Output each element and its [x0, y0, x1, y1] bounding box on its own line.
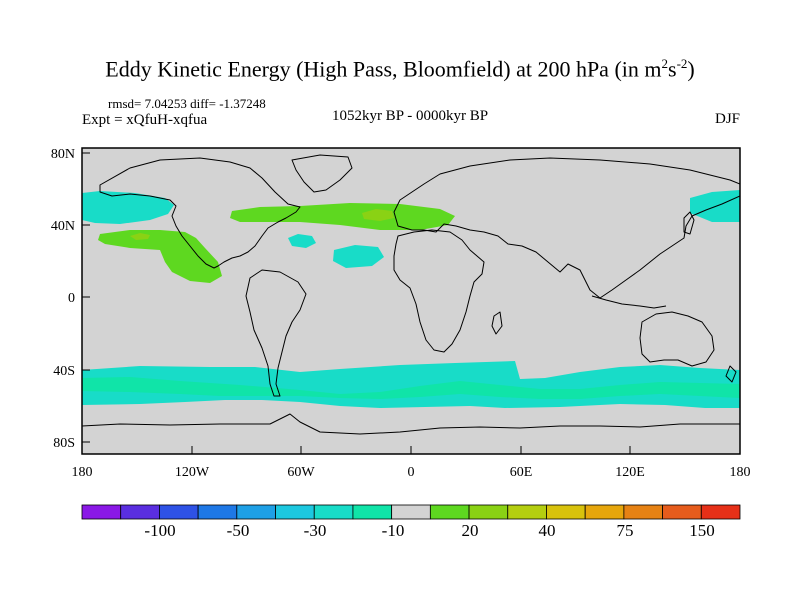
colorbar-swatch [352, 504, 393, 520]
colorbar-swatch [313, 504, 354, 520]
anomaly-region [362, 209, 394, 221]
colorbar-label: -100 [144, 521, 175, 540]
colorbar-label: 40 [539, 521, 556, 540]
colorbar-swatch [120, 504, 160, 520]
colorbar-swatch [700, 504, 741, 520]
lon-label: 0 [408, 465, 415, 480]
anomaly-region [690, 190, 740, 222]
lat-label: 40S [53, 364, 75, 379]
coastline-eurasia [393, 157, 740, 299]
colorbar-swatch [275, 504, 315, 520]
coastline-indonesia [591, 295, 667, 309]
coastline-japan [683, 211, 695, 235]
lon-labels: 180 120W 60W 0 60E 120E 180 [72, 465, 751, 480]
plot-title: Eddy Kinetic Energy (High Pass, Bloomfie… [105, 56, 695, 82]
coastline-africa [393, 229, 485, 353]
colorbar-label: -50 [227, 521, 250, 540]
stats-text: rmsd= 7.04253 diff= -1.37248 [108, 96, 266, 111]
colorbar-swatch [468, 504, 509, 520]
coastlines [82, 154, 740, 435]
lat-label: 80S [53, 436, 75, 451]
coastline-madagascar [491, 311, 503, 335]
anomaly-region [130, 233, 150, 240]
coastline-new-zealand [725, 365, 737, 383]
colorbar-swatch [623, 504, 663, 520]
coastline-greenland [291, 154, 353, 193]
period-label: 1052kyr BP - 0000kyr BP [331, 108, 489, 124]
colorbar-swatch [236, 504, 276, 520]
colorbar-swatch [507, 504, 547, 520]
lat-label: 0 [68, 291, 75, 306]
lat-label: 80N [51, 147, 75, 162]
anomaly-region [82, 191, 174, 224]
lon-label: 120E [615, 465, 645, 480]
lat-ticks [82, 152, 90, 443]
coastline-antarctica [82, 413, 740, 435]
colorbar [81, 504, 741, 520]
lon-ticks [81, 446, 741, 454]
coastline-australia [639, 311, 715, 367]
lat-label: 40N [51, 219, 75, 234]
colorbar-label: -30 [304, 521, 327, 540]
experiment-label: Expt = xQfuH-xqfua [82, 112, 208, 128]
colorbar-swatch [159, 504, 199, 520]
colorbar-swatch [81, 504, 122, 520]
coastline-south-america [245, 269, 307, 397]
anomaly-region [288, 234, 316, 248]
lon-label: 60W [287, 465, 315, 480]
anomaly-region [82, 377, 740, 399]
coastline-north-america [99, 157, 301, 269]
anomaly-region [333, 245, 384, 268]
map-field [82, 154, 740, 435]
colorbar-swatch [546, 504, 586, 520]
season-label: DJF [714, 111, 740, 127]
anomaly-region [98, 230, 222, 283]
lon-label: 60E [510, 465, 533, 480]
lat-labels: 80N 40N 0 40S 80S [51, 147, 75, 451]
colorbar-labels: -100 -50 -30 -10 20 40 75 150 [144, 521, 714, 540]
colorbar-swatch [662, 504, 702, 520]
map-background [82, 148, 740, 454]
lon-label: 120W [175, 465, 210, 480]
lon-label: 180 [730, 465, 751, 480]
colorbar-label: 150 [689, 521, 715, 540]
colorbar-swatch [197, 504, 238, 520]
colorbar-label: 75 [617, 521, 634, 540]
colorbar-swatch [429, 504, 470, 520]
colorbar-swatch [584, 504, 625, 520]
colorbar-label: 20 [462, 521, 479, 540]
colorbar-swatch [391, 504, 431, 520]
anomaly-region [230, 203, 455, 230]
lon-label: 180 [72, 465, 93, 480]
colorbar-label: -10 [382, 521, 405, 540]
